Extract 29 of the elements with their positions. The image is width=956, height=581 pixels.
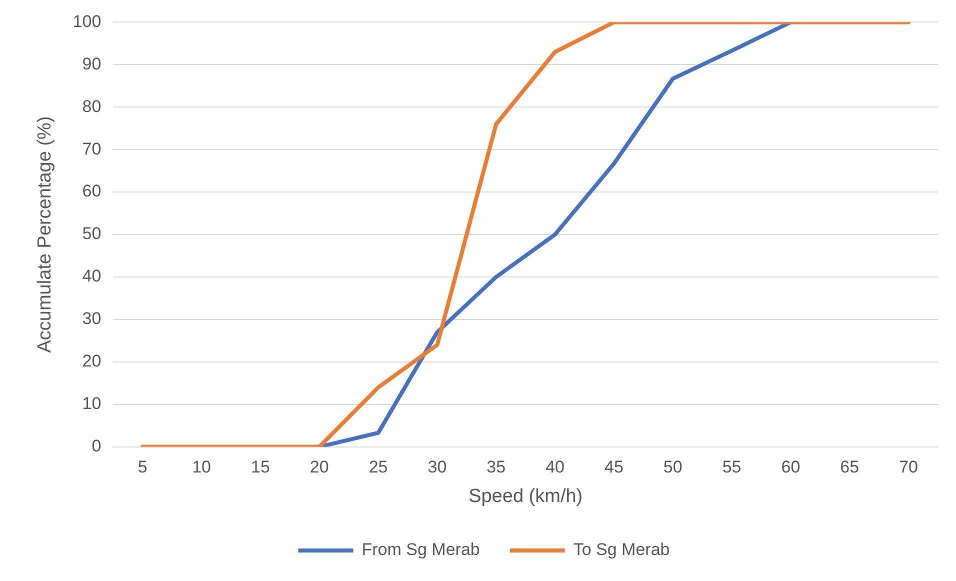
x-tick-label: 70	[899, 458, 918, 477]
legend-label: To Sg Merab	[573, 540, 670, 560]
x-tick-label: 10	[192, 458, 211, 477]
y-tick-label: 0	[92, 436, 102, 456]
x-tick-label: 65	[840, 458, 860, 477]
y-tick-label: 80	[82, 96, 102, 116]
y-tick-label: 50	[82, 224, 102, 244]
y-tick-label: 30	[82, 309, 102, 328]
x-tick-label: 45	[604, 458, 624, 477]
x-tick-label: 15	[250, 458, 270, 477]
y-tick-label: 10	[82, 394, 102, 414]
x-tick-label: 35	[486, 458, 506, 477]
x-tick-label: 60	[781, 458, 800, 477]
y-tick-label: 40	[82, 266, 102, 286]
y-tick-label: 90	[82, 54, 102, 74]
y-tick-label: 60	[82, 182, 102, 201]
x-tick-label: 40	[546, 458, 564, 477]
x-tick-label: 50	[663, 458, 682, 477]
y-tick-label: 20	[82, 352, 102, 371]
x-tick-label: 5	[138, 458, 148, 477]
y-tick-label: 70	[82, 139, 102, 158]
legend-label: From Sg Merab	[362, 540, 480, 560]
x-tick-label: 25	[368, 458, 388, 477]
x-tick-label: 55	[722, 458, 742, 477]
x-tick-label: 30	[428, 458, 447, 477]
x-tick-label: 20	[310, 458, 329, 477]
y-axis-title: Accumulate Percentage (%)	[34, 116, 56, 353]
x-axis-title: Speed (km/h)	[468, 486, 583, 507]
y-tick-label: 100	[72, 12, 102, 31]
